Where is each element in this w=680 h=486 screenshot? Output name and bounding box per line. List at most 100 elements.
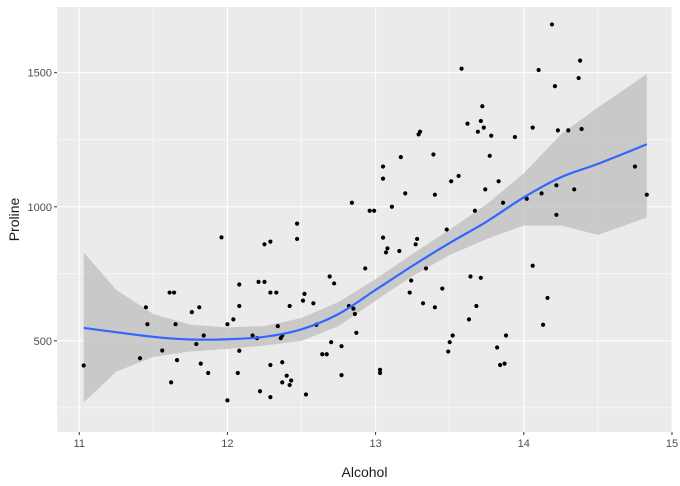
data-point <box>413 242 418 247</box>
data-point <box>449 179 454 184</box>
data-point <box>530 125 535 130</box>
data-point <box>380 164 386 169</box>
data-point <box>549 22 555 27</box>
data-point <box>500 200 506 205</box>
data-point <box>423 266 429 271</box>
data-point <box>497 362 503 368</box>
data-point <box>231 317 236 322</box>
data-point <box>160 348 165 353</box>
y-tick-label: 1000 <box>28 202 52 214</box>
x-tick-label: 14 <box>518 438 530 450</box>
data-point <box>143 305 149 310</box>
data-point <box>540 322 546 327</box>
data-point <box>431 152 436 157</box>
data-point <box>576 75 581 81</box>
data-point <box>256 279 261 284</box>
data-point <box>225 398 230 403</box>
data-point <box>197 305 202 310</box>
data-point <box>536 67 541 73</box>
data-point <box>524 196 529 201</box>
data-point <box>237 303 242 309</box>
data-point <box>502 361 507 366</box>
data-point <box>512 134 518 140</box>
data-point <box>572 187 577 192</box>
data-point <box>289 378 294 383</box>
data-point <box>262 242 267 247</box>
data-point <box>407 290 412 295</box>
data-point <box>545 295 550 301</box>
data-point <box>235 370 240 376</box>
data-point <box>380 235 386 240</box>
data-point <box>206 370 211 376</box>
data-point <box>268 239 273 244</box>
data-point <box>268 395 273 400</box>
data-point <box>349 200 355 205</box>
data-point <box>372 208 377 213</box>
data-point <box>632 164 638 169</box>
data-point <box>237 348 242 353</box>
x-axis-title: Alcohol <box>342 464 388 480</box>
data-point <box>173 322 178 327</box>
data-point <box>417 129 423 134</box>
data-point <box>201 333 206 338</box>
data-point <box>352 311 357 317</box>
data-point <box>566 128 571 133</box>
data-point <box>377 370 383 376</box>
data-point <box>194 341 199 347</box>
data-point <box>456 173 461 179</box>
data-point <box>487 153 492 158</box>
axis-ticks: 11 12 13 14 15 500 1000 1500 <box>28 68 679 450</box>
data-point <box>380 176 386 181</box>
data-point <box>480 104 485 109</box>
data-point <box>530 263 535 268</box>
data-point <box>274 290 279 295</box>
data-point <box>474 303 479 309</box>
data-point <box>327 274 332 279</box>
data-point <box>403 191 408 196</box>
data-point <box>198 361 203 366</box>
data-point <box>363 266 368 271</box>
data-point <box>554 183 559 188</box>
data-point <box>280 360 285 365</box>
data-point <box>329 340 334 345</box>
data-point <box>303 392 309 397</box>
data-point <box>468 274 473 279</box>
data-point <box>554 212 559 217</box>
data-point <box>174 358 180 363</box>
data-point <box>495 345 500 350</box>
data-point <box>503 333 509 338</box>
smooth-line-layer <box>83 143 648 341</box>
data-point <box>489 133 494 138</box>
data-point <box>351 306 356 311</box>
data-point <box>294 221 300 226</box>
data-point <box>552 84 558 89</box>
data-point <box>415 236 420 242</box>
data-point <box>472 208 478 213</box>
data-point <box>478 118 483 124</box>
data-point <box>475 129 480 134</box>
data-point <box>440 286 445 291</box>
data-point <box>302 291 307 297</box>
y-axis-title: Proline <box>6 198 22 242</box>
x-tick-label: 11 <box>74 438 85 450</box>
y-tick-label: 1500 <box>28 68 52 80</box>
data-point <box>311 301 316 306</box>
data-point <box>420 301 426 306</box>
y-tick-label: 500 <box>34 336 52 348</box>
data-point <box>237 282 242 287</box>
data-point <box>444 227 449 232</box>
data-point <box>339 344 344 349</box>
data-point <box>377 367 383 372</box>
data-point <box>81 363 86 368</box>
data-point <box>262 279 267 284</box>
data-point <box>294 236 300 242</box>
data-point <box>385 246 390 251</box>
data-point <box>137 356 143 361</box>
data-point <box>320 352 325 357</box>
data-point <box>354 330 359 335</box>
data-point <box>225 322 230 327</box>
data-point <box>145 322 150 327</box>
data-point <box>257 389 263 394</box>
data-point <box>332 281 337 286</box>
data-point <box>284 373 289 378</box>
